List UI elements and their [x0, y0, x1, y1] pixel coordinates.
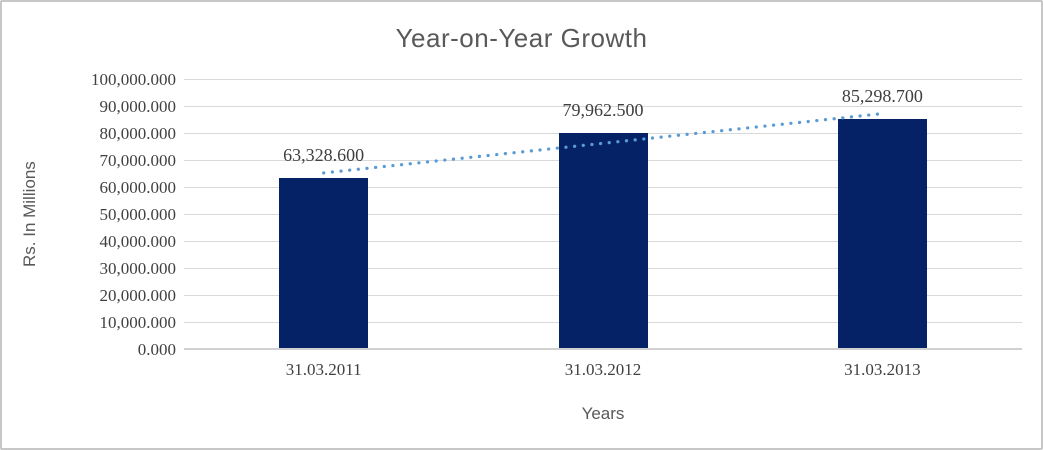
trendline-segment	[322, 112, 884, 175]
x-tick-label: 31.03.2013	[844, 360, 921, 379]
bar-data-label: 85,298.700	[841, 85, 923, 106]
y-tick-label: 100,000.000	[91, 70, 176, 89]
bar-31.03.2012	[558, 133, 648, 349]
y-tick-label: 0.000	[137, 340, 176, 359]
y-tick-label: 30,000.000	[99, 259, 177, 278]
x-axis-tick-labels: 31.03.2011 31.03.2012 31.03.2013	[184, 360, 1022, 382]
bar-data-label: 63,328.600	[283, 145, 365, 166]
bar-31.03.2013	[837, 118, 927, 349]
x-tick-label: 31.03.2011	[285, 360, 362, 379]
x-axis-title: Years	[581, 404, 625, 423]
x-axis-line	[184, 348, 1022, 350]
x-tick-label: 31.03.2012	[564, 360, 642, 379]
plot-area: 63,328.600 79,962.500 85,298.700	[184, 79, 1022, 350]
y-tick-label: 60,000.000	[99, 178, 177, 197]
bar-31.03.2011	[279, 178, 369, 349]
chart-title: Year-on-Year Growth	[395, 23, 648, 53]
gridline	[184, 106, 1022, 107]
bar-data-label: 79,962.500	[562, 100, 644, 121]
y-tick-label: 80,000.000	[99, 124, 177, 143]
y-tick-label: 20,000.000	[99, 286, 177, 305]
y-tick-label: 90,000.000	[99, 97, 177, 116]
gridline	[184, 79, 1022, 80]
y-axis-tick-labels: 100,000.000 90,000.000 80,000.000 70,000.00…	[2, 71, 177, 358]
y-tick-label: 50,000.000	[99, 205, 177, 224]
y-tick-label: 40,000.000	[99, 232, 177, 251]
y-tick-label: 70,000.000	[99, 151, 177, 170]
trendline	[322, 112, 884, 175]
y-tick-label: 10,000.000	[99, 313, 177, 332]
